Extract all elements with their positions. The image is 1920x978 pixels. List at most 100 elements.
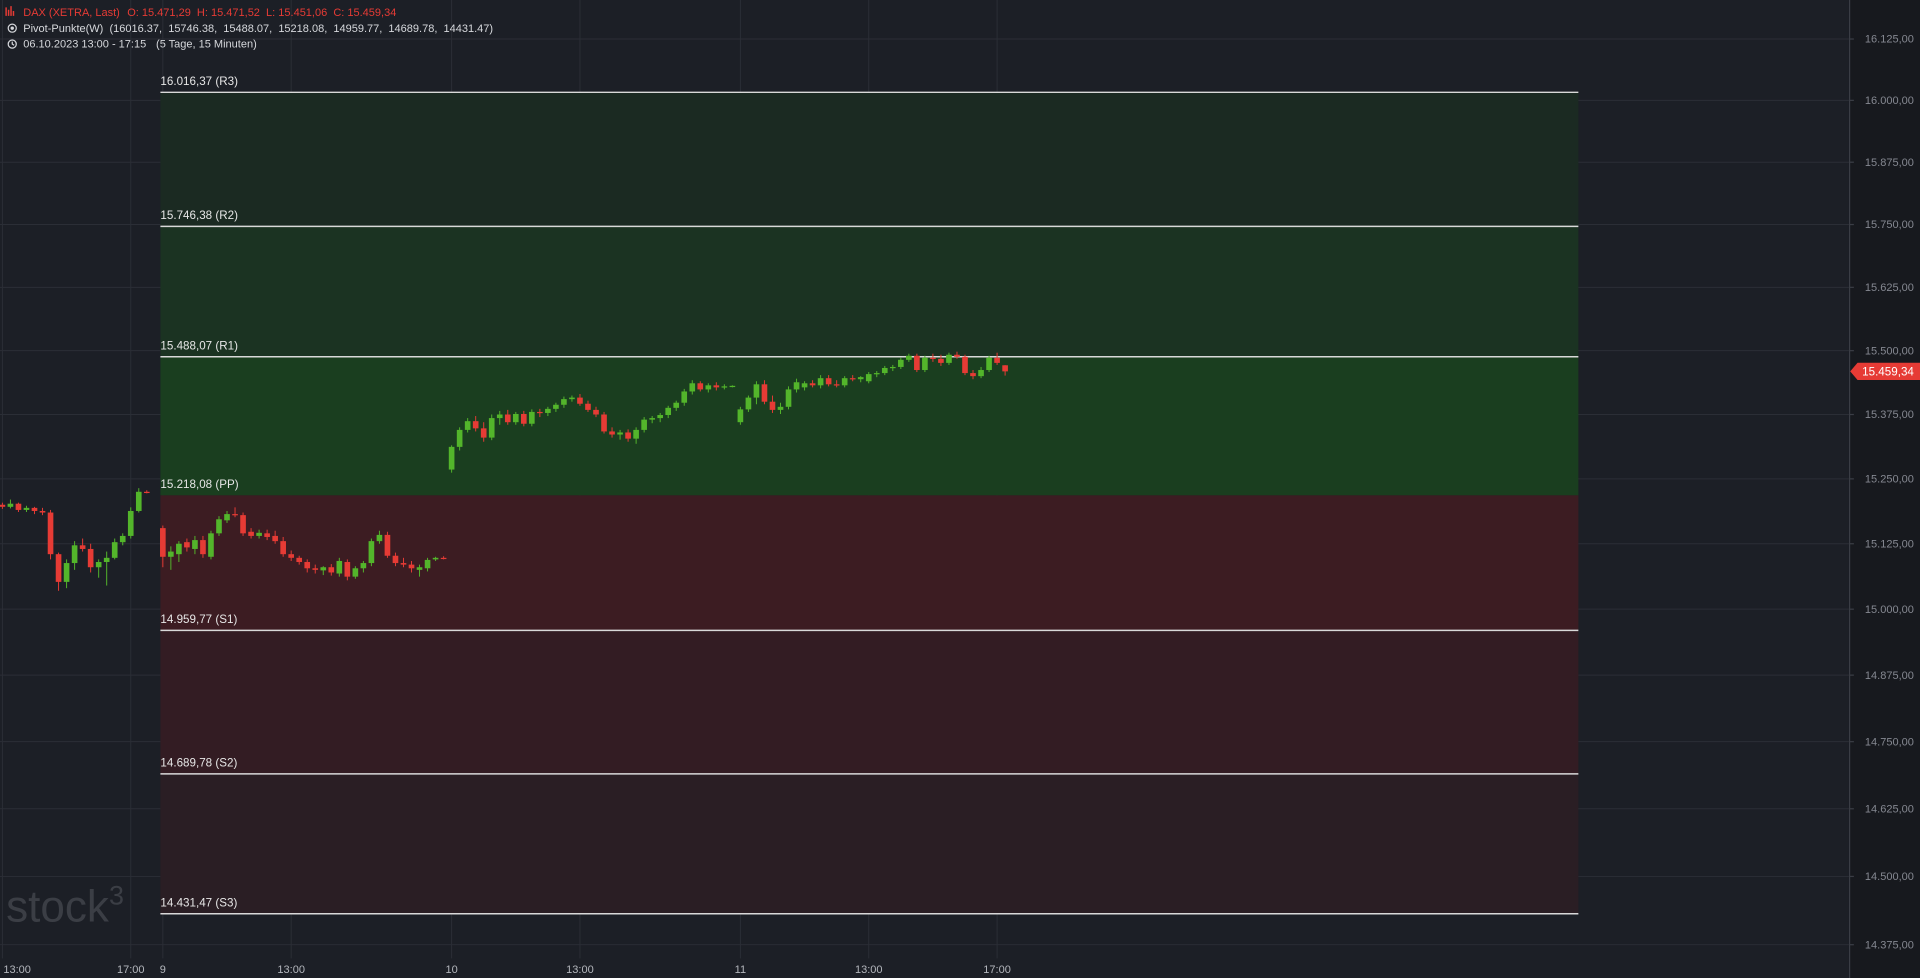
candle-body [496, 414, 503, 419]
pivot-label: 15.218,08 (PP) [160, 478, 238, 491]
candle-body [7, 503, 14, 507]
y-tick-label: 15.250,00 [1865, 474, 1914, 486]
candle-body [553, 404, 559, 409]
candle-body [545, 408, 551, 413]
candle-body [456, 429, 463, 447]
y-tick-label: 16.000,00 [1865, 95, 1914, 107]
ohlc-label: O: 15.471,29 H: 15.471,52 L: 15.451,06 C… [127, 7, 396, 19]
pivot-zone [160, 773, 1579, 914]
candle-body [745, 397, 752, 410]
candle-body [689, 383, 696, 392]
pivot-zone [160, 226, 1579, 357]
header-line-3: 06.10.2023 13:00 - 17:15 (5 Tage, 15 Minu… [23, 39, 256, 51]
candle-body [416, 567, 423, 570]
candle-body [761, 384, 768, 402]
candle-body [0, 504, 6, 507]
candle-body [930, 357, 936, 360]
candle-body [408, 564, 415, 569]
candle-body [857, 377, 864, 380]
candle-body [55, 554, 62, 582]
candle-body [376, 534, 383, 542]
watermark-sup: 3 [109, 881, 124, 911]
candle-body [95, 562, 102, 568]
candle-body [520, 413, 527, 424]
candle-body [23, 507, 30, 510]
candle-body [537, 411, 543, 414]
candle-body [448, 446, 455, 470]
candle-body [681, 391, 688, 403]
candle-body [280, 541, 286, 555]
candle-body [617, 432, 623, 435]
candle-body [825, 378, 832, 385]
candle-body [970, 373, 976, 377]
candle-body [601, 414, 607, 432]
x-tick-label: 17:00 [117, 964, 145, 976]
pivot-label: 16.016,37 (R3) [160, 75, 238, 88]
candle-body [472, 421, 479, 429]
candle-body [432, 557, 439, 560]
candle-body [320, 567, 327, 571]
candle-body [585, 403, 591, 410]
candle-body [168, 551, 174, 557]
candle-body [288, 554, 295, 558]
candle-body [424, 559, 431, 569]
pivot-label: 14.431,47 (S3) [160, 896, 237, 909]
candle-body [344, 562, 351, 577]
candle-body [529, 411, 535, 424]
candle-body [392, 555, 399, 564]
pivot-label: 15.488,07 (R1) [160, 339, 238, 352]
candle-body [480, 428, 487, 438]
x-tick-label: 10 [445, 964, 457, 976]
candle-body [633, 429, 639, 439]
y-tick-label: 16.125,00 [1865, 34, 1914, 46]
candle-body [729, 385, 736, 388]
last-price-label: 15.459,34 [1862, 365, 1914, 378]
candle-body [865, 374, 872, 382]
candle-body [769, 401, 776, 410]
y-tick-label: 14.375,00 [1865, 939, 1914, 951]
candle-body [352, 568, 359, 577]
y-tick-label: 15.750,00 [1865, 219, 1914, 231]
x-tick-label: 11 [735, 964, 746, 976]
candle-body [248, 531, 254, 536]
candle-body [15, 503, 22, 510]
candle-body [954, 354, 960, 357]
candle-body [841, 378, 848, 386]
watermark-text: stock [6, 883, 110, 932]
pivot-zone [160, 630, 1579, 774]
candle-body [833, 384, 840, 386]
x-tick-label: 9 [160, 964, 166, 976]
candle-body [609, 431, 615, 435]
candle-body [208, 533, 214, 557]
candle-body [264, 533, 270, 537]
candle-body [737, 409, 744, 423]
axes: 16.125,00 16.000,00 15.875,00 15.750,00 15.6… [3, 34, 1920, 976]
watermark: stock3 [6, 881, 124, 932]
y-tick-label: 15.500,00 [1865, 345, 1914, 357]
candle-body [753, 384, 760, 398]
candle-body [593, 409, 599, 415]
y-tick-label: 15.875,00 [1865, 157, 1914, 169]
candle-body [962, 356, 968, 374]
candle-body [440, 557, 447, 560]
candle-body [777, 406, 784, 410]
candle-body [817, 378, 824, 386]
candle-body [111, 542, 118, 558]
last-price-tag [1850, 362, 1920, 380]
y-tick-label: 15.375,00 [1865, 409, 1914, 421]
y-tick-label: 15.125,00 [1865, 538, 1914, 550]
candle-body [793, 382, 800, 390]
candle-body [464, 421, 471, 430]
header-icon [5, 6, 15, 16]
candle-body [127, 510, 134, 536]
candle-body [103, 557, 110, 563]
candle-body [256, 532, 262, 536]
x-tick-label: 13:00 [566, 964, 594, 976]
candle-body [200, 540, 206, 555]
candle-body [873, 373, 880, 375]
candle-body [87, 548, 94, 568]
price-axis-panel [1848, 0, 1920, 978]
candle-body [39, 510, 46, 513]
header: DAX (XETRA, Last) O: 15.471,29 H: 15.471,… [5, 6, 493, 51]
candle-body [160, 528, 166, 557]
